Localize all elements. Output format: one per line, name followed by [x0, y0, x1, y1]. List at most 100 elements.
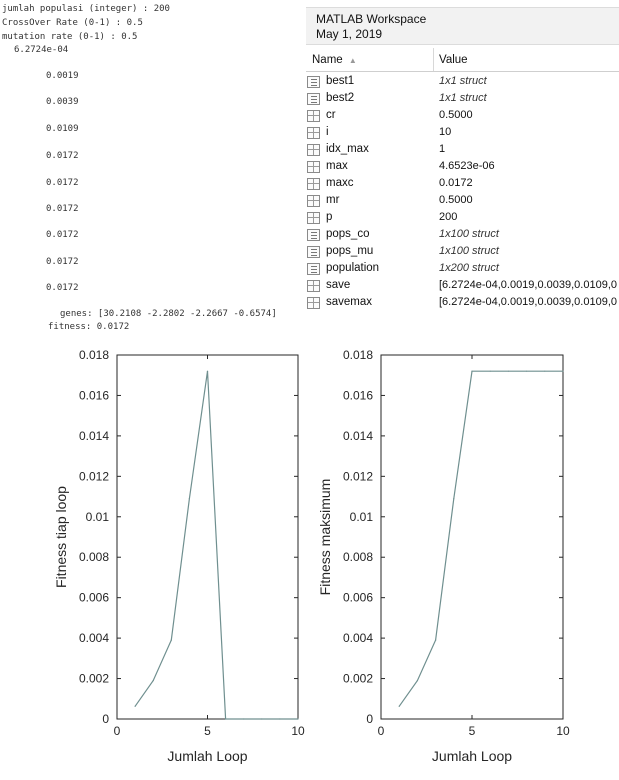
x-tick-label: 0: [114, 724, 121, 738]
console-value: 0.0172: [46, 178, 79, 188]
x-axis-label: Jumlah Loop: [432, 748, 512, 764]
variable-name: maxc: [326, 177, 354, 189]
data-point: [416, 679, 418, 682]
y-tick-label: 0.006: [79, 591, 109, 605]
y-tick-label: 0.008: [343, 550, 373, 564]
console-value: 0.0109: [46, 124, 79, 134]
y-axis-label: Fitness tiap loop: [53, 486, 69, 588]
workspace-variable-row[interactable]: maxc 0.0172: [306, 176, 619, 193]
variable-value: 1x100 struct: [439, 228, 499, 240]
console-value: 0.0019: [46, 71, 79, 81]
y-tick-label: 0.016: [343, 388, 373, 402]
y-tick-label: 0.002: [343, 672, 373, 686]
variable-name: save: [326, 279, 351, 291]
variable-value: 1x1 struct: [439, 92, 487, 104]
workspace-variable-row[interactable]: best1 1x1 struct: [306, 74, 619, 91]
workspace-variable-row[interactable]: best2 1x1 struct: [306, 91, 619, 108]
variable-name: i: [326, 126, 329, 138]
workspace-panel: MATLAB Workspace May 1, 2019 Name ▲ Valu…: [306, 0, 619, 320]
column-divider[interactable]: [433, 48, 434, 72]
name-column-header[interactable]: Name ▲: [312, 54, 357, 66]
header-divider: [306, 71, 619, 72]
struct-variable-icon: [307, 76, 320, 88]
data-point: [261, 718, 263, 720]
data-point: [453, 497, 455, 500]
y-tick-label: 0.004: [79, 631, 109, 645]
y-axis-label: Fitness maksimum: [317, 479, 333, 596]
variable-value: 10: [439, 126, 452, 138]
x-tick-label: 0: [378, 724, 385, 738]
console-value: 0.0172: [46, 230, 79, 240]
variable-name: pops_co: [326, 228, 370, 240]
console-line-population: jumlah populasi (integer) : 200: [2, 4, 170, 14]
data-point: [507, 370, 509, 372]
workspace-variable-row[interactable]: max 4.6523e-06: [306, 159, 619, 176]
x-tick-label: 5: [469, 724, 476, 738]
command-window-output: jumlah populasi (integer) : 200 CrossOve…: [0, 0, 305, 340]
console-genes-line: genes: [30.2108 -2.2802 -2.2667 -0.6574]: [60, 309, 277, 319]
workspace-variable-row[interactable]: savemax [6.2724e-04,0.0019,0.0039,0.0109,…: [306, 295, 619, 312]
workspace-variable-row[interactable]: pops_mu 1x100 struct: [306, 244, 619, 261]
workspace-variable-row[interactable]: pops_co 1x100 struct: [306, 227, 619, 244]
console-fitness-line: fitness: 0.0172: [48, 322, 130, 332]
variable-value: 0.5000: [439, 194, 473, 206]
x-tick-label: 5: [204, 724, 211, 738]
y-tick-label: 0.012: [79, 469, 109, 483]
variable-name: idx_max: [326, 143, 369, 155]
variable-value: 1x100 struct: [439, 245, 499, 257]
struct-variable-icon: [307, 93, 320, 105]
y-tick-label: 0.002: [79, 672, 109, 686]
array-variable-icon: [307, 110, 320, 122]
workspace-variable-row[interactable]: cr 0.5000: [306, 108, 619, 125]
variable-value: 4.6523e-06: [439, 160, 495, 172]
array-variable-icon: [307, 212, 320, 224]
array-variable-icon: [307, 161, 320, 173]
variable-value: 1x1 struct: [439, 75, 487, 87]
y-tick-label: 0.018: [343, 348, 373, 362]
chart-max-fitness: 0 0.002 0.004 0.006 0.008 0.01 0.012 0.014 0.016…: [317, 348, 570, 764]
struct-variable-icon: [307, 263, 320, 275]
variable-name: p: [326, 211, 333, 223]
variable-name: cr: [326, 109, 336, 121]
data-point: [562, 370, 564, 372]
workspace-variable-row[interactable]: population 1x200 struct: [306, 261, 619, 278]
array-variable-icon: [307, 195, 320, 207]
variable-value: 1: [439, 143, 446, 155]
console-value: 0.0172: [46, 151, 79, 161]
workspace-variable-row[interactable]: mr 0.5000: [306, 193, 619, 210]
array-variable-icon: [307, 178, 320, 190]
data-point: [489, 370, 491, 372]
console-value: 0.0039: [46, 97, 79, 107]
workspace-variable-row[interactable]: i 10: [306, 125, 619, 142]
data-point: [206, 370, 209, 372]
data-point: [435, 639, 437, 641]
axes-box: [116, 354, 299, 720]
y-tick-label: 0.008: [79, 550, 109, 564]
data-point: [188, 497, 190, 500]
array-variable-icon: [307, 297, 320, 309]
y-tick-label: 0.01: [350, 510, 374, 524]
y-tick-label: 0.004: [343, 631, 373, 645]
console-line-crossover: CrossOver Rate (0-1) : 0.5: [2, 18, 143, 28]
variable-value: 200: [439, 211, 458, 223]
name-column-label: Name: [312, 54, 343, 66]
variable-name: best1: [326, 75, 355, 87]
y-tick-label: 0: [366, 712, 373, 726]
variable-name: mr: [326, 194, 340, 206]
workspace-variable-row[interactable]: save [6.2724e-04,0.0019,0.0039,0.0109,0: [306, 278, 619, 295]
variable-name: population: [326, 262, 380, 274]
y-tick-label: 0.012: [343, 469, 373, 483]
struct-variable-icon: [307, 229, 320, 241]
variable-value: [6.2724e-04,0.0019,0.0039,0.0109,0: [439, 296, 617, 308]
y-tick-label: 0: [102, 712, 109, 726]
variable-value: [6.2724e-04,0.0019,0.0039,0.0109,0: [439, 279, 617, 291]
data-point: [398, 705, 400, 707]
x-tick-label: 10: [556, 724, 570, 738]
workspace-variable-row[interactable]: idx_max 1: [306, 142, 619, 159]
workspace-variable-row[interactable]: p 200: [306, 210, 619, 227]
y-tick-label: 0.01: [86, 510, 110, 524]
console-line-mutation: mutation rate (0-1) : 0.5: [2, 32, 138, 42]
array-variable-icon: [307, 280, 320, 292]
y-tick-label: 0.016: [79, 388, 109, 402]
value-column-header[interactable]: Value: [439, 54, 468, 66]
